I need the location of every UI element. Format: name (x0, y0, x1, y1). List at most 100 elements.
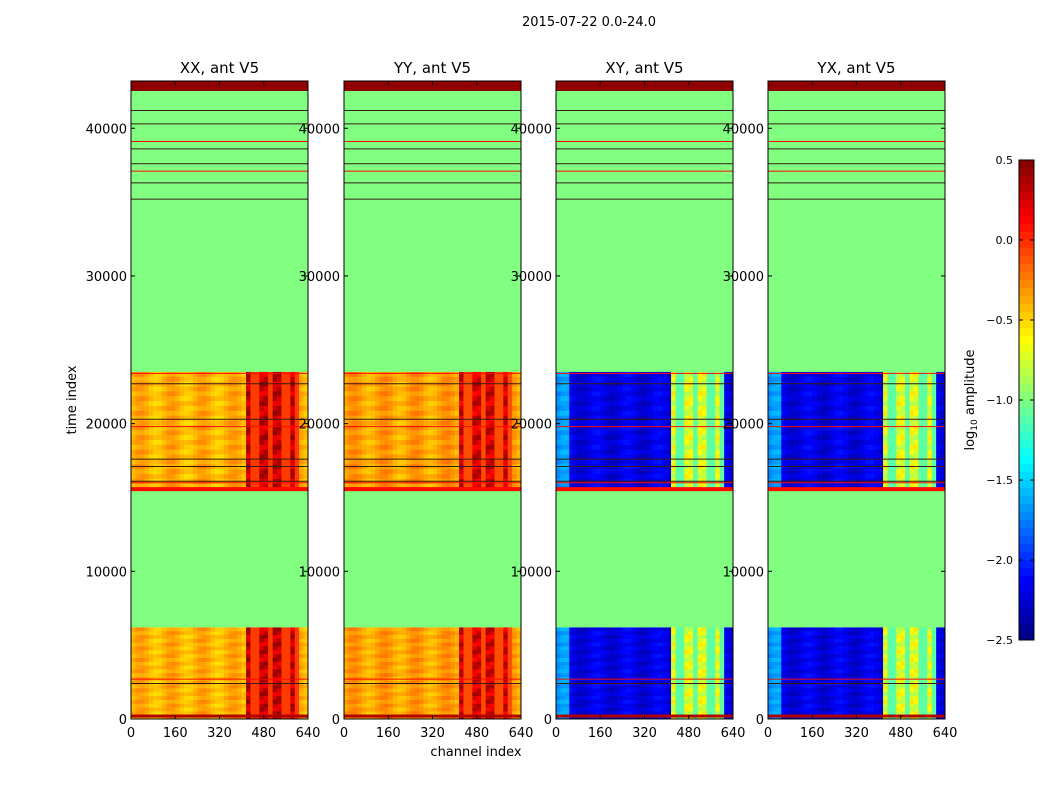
heatmap-cell (153, 692, 158, 697)
heatmap-cell (157, 661, 163, 666)
heatmap-cell (197, 435, 203, 441)
heatmap-cell (428, 396, 433, 402)
heatmap-cell (161, 703, 167, 708)
heatmap-cell (688, 642, 694, 647)
heatmap-cell (170, 430, 176, 436)
heatmap-cell (507, 469, 513, 475)
heatmap-cell (352, 449, 358, 455)
heatmap-cell (250, 386, 256, 392)
heatmap-cell (609, 654, 614, 659)
heatmap-cell (348, 410, 354, 416)
heatmap-cell (405, 410, 411, 416)
heatmap-cell (595, 692, 601, 697)
heatmap-cell (600, 665, 605, 670)
heatmap-cell (374, 684, 380, 689)
heatmap-cell (445, 371, 451, 378)
panel-yy: YY, ant V50 160 320 480 64001000020000300004… (299, 59, 534, 741)
heatmap-cell (617, 661, 623, 666)
heatmap-cell (445, 430, 451, 436)
heatmap-cell (219, 415, 225, 421)
heatmap-cell (210, 439, 216, 446)
heatmap-cell (131, 703, 136, 708)
heatmap-cell (609, 692, 614, 697)
heatmap-cell (498, 474, 504, 480)
heatmap-cell (715, 654, 721, 659)
heatmap-cell (366, 435, 371, 441)
heatmap-cell (476, 696, 482, 701)
heatmap-cell (401, 396, 407, 402)
heatmap-cell (246, 420, 251, 426)
heatmap-cell (250, 669, 256, 674)
heatmap-cell (250, 483, 256, 489)
heatmap-cell (715, 650, 721, 655)
heatmap-cell (263, 444, 269, 451)
heatmap-cell (604, 673, 610, 678)
heatmap-cell (472, 627, 478, 632)
heatmap-cell (348, 386, 354, 392)
heatmap-cell (223, 669, 229, 674)
heatmap-cell (582, 680, 588, 685)
heatmap-cell (419, 435, 424, 441)
heatmap-cell (250, 474, 256, 480)
heatmap-cell (383, 661, 389, 666)
heatmap-cell (481, 454, 486, 460)
heatmap-cell (490, 376, 495, 382)
heatmap-cell (516, 474, 521, 480)
heatmap-cell (454, 391, 460, 397)
heatmap-cell (361, 642, 367, 647)
heatmap-cell (210, 692, 216, 697)
heatmap-cell (228, 703, 234, 708)
heatmap-cell (626, 669, 632, 674)
heatmap-cell (210, 386, 216, 392)
heatmap-cell (463, 696, 469, 701)
heatmap-cell (428, 430, 433, 436)
heatmap-cell (131, 665, 136, 670)
heatmap-cell (582, 699, 588, 705)
heatmap-cell (405, 684, 411, 689)
heatmap-cell (344, 635, 349, 640)
heatmap-cell (414, 661, 420, 666)
heatmap-cell (379, 699, 385, 705)
heatmap-cell (246, 635, 251, 640)
heatmap-cell (357, 638, 362, 643)
heatmap-cell (374, 699, 380, 705)
heatmap-cell (507, 688, 513, 693)
heatmap-cell (459, 401, 464, 407)
heatmap-cell (472, 635, 478, 640)
heatmap-cell (419, 646, 424, 651)
heatmap-cell (153, 654, 158, 659)
heatmap-cell (414, 430, 420, 436)
heatmap-cell (237, 430, 242, 436)
heatmap-cell (397, 444, 402, 451)
heatmap-cell (272, 692, 278, 697)
heatmap-cell (432, 410, 438, 416)
heatmap-cell (357, 627, 362, 632)
heatmap-cell (613, 669, 619, 674)
heatmap-cell (277, 474, 282, 480)
heatmap-cell (662, 627, 667, 632)
heatmap-cell (388, 669, 393, 674)
heatmap-cell (192, 673, 198, 678)
heatmap-cell (272, 631, 278, 636)
x-tick-label: 480 (464, 726, 489, 741)
heatmap-cell (679, 688, 685, 693)
heatmap-cell (383, 665, 389, 670)
heatmap-cell (481, 638, 486, 643)
heatmap-cell (366, 410, 371, 416)
heatmap-cell (383, 391, 389, 397)
heatmap-cell (657, 376, 663, 382)
heatmap-cell (201, 638, 207, 643)
heatmap-cell (405, 703, 411, 708)
heatmap-cell (201, 627, 207, 632)
heatmap-cell (600, 669, 605, 674)
heatmap-cell (436, 439, 442, 446)
heatmap-cell (613, 627, 619, 632)
heatmap-cell (131, 435, 136, 441)
heatmap-cell (370, 627, 376, 632)
heatmap-cell (569, 684, 574, 689)
heatmap-cell (135, 707, 141, 712)
heatmap-cell (192, 631, 198, 636)
heatmap-cell (188, 631, 194, 636)
heatmap-cell (184, 661, 189, 666)
heatmap-cell (148, 680, 154, 685)
